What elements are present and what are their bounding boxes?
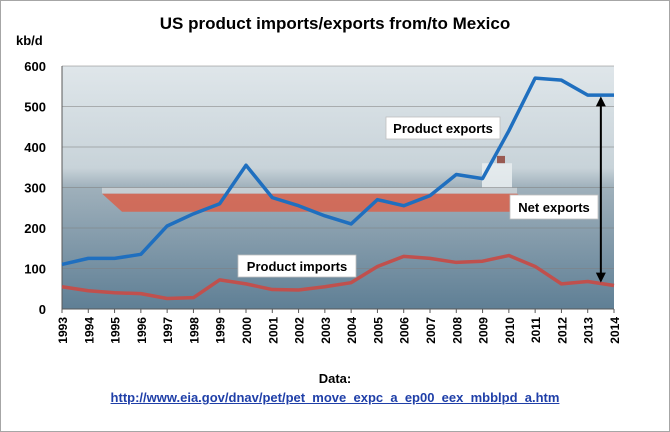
x-axis-ticks: 1993 1994 1995 1996 1997 1998 1999 2000 2001 2002… (56, 309, 622, 344)
x-tick-label: 2007 (424, 317, 438, 344)
y-tick-label: 100 (24, 262, 46, 277)
x-tick-label: 2011 (529, 317, 543, 343)
arrow-head-down (595, 272, 606, 283)
x-tick-label: 2008 (450, 317, 464, 344)
x-tick-label: 1995 (109, 317, 123, 344)
x-tick-label: 1998 (187, 317, 201, 344)
x-tick-label: 2012 (555, 317, 569, 344)
exports-annotation: Product exports (393, 121, 493, 136)
chart-title: US product imports/exports from/to Mexic… (159, 14, 511, 33)
x-tick-label: 2006 (398, 317, 412, 344)
net-exports-annotation: Net exports (518, 200, 590, 215)
imports-annotation: Product imports (247, 259, 347, 274)
x-tick-label: 2013 (582, 317, 596, 344)
x-tick-label: 1997 (161, 317, 175, 344)
source-label: Data: (318, 371, 352, 386)
source-link[interactable]: http://www.eia.gov/dnav/pet/pet_move_exp… (110, 390, 560, 405)
x-tick-label: 1994 (82, 317, 96, 344)
series-line-exports (61, 76, 614, 267)
x-tick-label: 2001 (266, 317, 280, 344)
x-tick-label: 2005 (371, 317, 385, 344)
y-tick-label: 0 (39, 302, 46, 317)
y-tick-label: 400 (24, 140, 46, 155)
x-tick-label: 2002 (293, 317, 307, 344)
y-tick-label: 600 (24, 59, 46, 74)
series-line-imports (61, 253, 615, 301)
x-tick-label: 1993 (56, 317, 70, 344)
y-axis-unit: kb/d (16, 33, 43, 48)
x-tick-label: 2004 (345, 317, 359, 344)
x-tick-label: 2000 (240, 317, 254, 344)
imports-label-box (237, 254, 357, 278)
series-lines (61, 76, 615, 301)
exports-label-box (385, 116, 501, 140)
annotations: Product exports Product imports Net export… (237, 96, 606, 283)
x-tick-label: 1999 (214, 317, 228, 344)
x-tick-label: 2014 (608, 317, 622, 344)
x-tick-label: 2009 (477, 317, 491, 344)
y-tick-label: 500 (24, 100, 46, 115)
arrow-head-up (595, 96, 606, 107)
x-tick-label: 2010 (503, 317, 517, 344)
y-tick-label: 200 (24, 221, 46, 236)
x-tick-label: 2003 (319, 317, 333, 344)
y-tick-label: 300 (24, 181, 46, 196)
tanker-deck (102, 187, 517, 194)
x-tick-label: 1996 (135, 317, 149, 344)
tanker-hull (102, 193, 532, 212)
y-axis-ticks: 0 100 200 300 400 500 600 (24, 59, 46, 317)
net-exports-label-box (509, 194, 599, 220)
tanker-funnel (497, 155, 505, 164)
tanker-superstructure (482, 163, 512, 188)
